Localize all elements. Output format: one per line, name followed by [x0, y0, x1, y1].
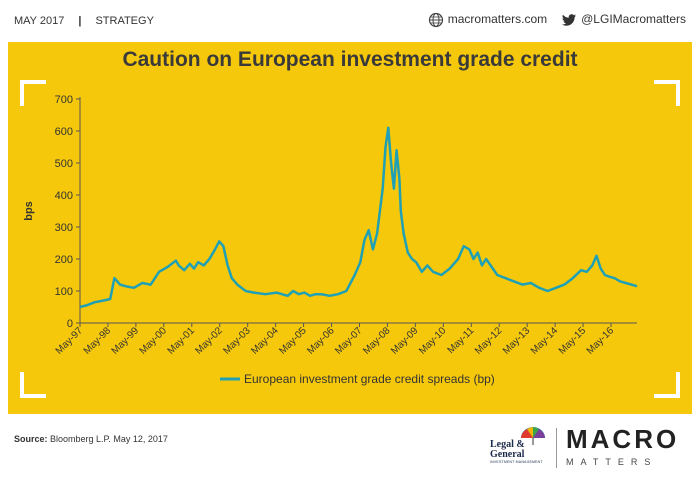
source-note: Source: Bloomberg L.P. May 12, 2017	[14, 434, 168, 444]
series-line	[79, 126, 638, 309]
x-tick-label: May-09	[389, 325, 421, 357]
x-tick-label: May-98	[82, 325, 114, 357]
header-left: MAY 2017 | STRATEGY	[14, 15, 154, 27]
header-right: macromatters.com @LGIMacromatters	[428, 12, 686, 28]
y-tick-label: 0	[67, 318, 73, 330]
logo-divider	[556, 428, 557, 468]
legal-general-logo: Legal & General INVESTMENT MANAGEMENT	[490, 426, 550, 474]
frame-corner-bottom-right	[654, 372, 680, 398]
x-tick-label: May-07	[333, 325, 365, 357]
x-tick-label: May-02	[193, 325, 225, 357]
header-separator: |	[78, 15, 82, 27]
x-tick-label: May-05	[277, 325, 309, 357]
lg-line-1: Legal &	[490, 439, 525, 450]
source-text: Bloomberg L.P. May 12, 2017	[50, 434, 168, 444]
x-tick-label: May-16	[585, 325, 617, 357]
report-date: MAY 2017	[14, 15, 65, 27]
x-tick-label: May-13	[501, 325, 533, 357]
x-tick-label: May-03	[221, 325, 253, 357]
twitter-handle: @LGIMacromatters	[581, 12, 686, 27]
y-tick-label: 700	[55, 94, 73, 106]
y-axis-label: bps	[23, 201, 35, 221]
y-tick-label: 200	[55, 254, 73, 266]
x-tick-label: May-06	[305, 325, 337, 357]
x-tick-label: May-15	[557, 325, 589, 357]
twitter-link[interactable]: @LGIMacromatters	[561, 12, 686, 28]
lg-line-2: General	[490, 449, 525, 460]
x-tick-label: May-12	[473, 325, 505, 357]
top-bar: MAY 2017 | STRATEGY macromatters.com @LG…	[0, 0, 700, 42]
globe-icon	[428, 12, 443, 28]
x-tick-label: May-11	[446, 325, 477, 356]
macro-word: MACRO	[566, 424, 680, 454]
frame-corner-top-right	[654, 80, 680, 106]
footer: Source: Bloomberg L.P. May 12, 2017 Lega…	[0, 414, 700, 484]
x-tick-label: May-01	[166, 325, 198, 357]
umbrella-icon	[521, 427, 545, 445]
report-section: STRATEGY	[95, 15, 154, 27]
x-tick-label: May-99	[110, 325, 142, 357]
legend-label: European investment grade credit spreads…	[244, 372, 495, 386]
y-tick-label: 500	[55, 158, 73, 170]
macro-matters-logo: MACRO MATTERS	[566, 424, 686, 474]
x-tick-label: May-14	[529, 325, 561, 357]
website-link[interactable]: macromatters.com	[428, 12, 547, 28]
frame-corner-bottom-left	[20, 372, 46, 398]
y-tick-label: 400	[55, 190, 73, 202]
matters-word: MATTERS	[566, 457, 658, 467]
x-tick-label: May-04	[249, 325, 281, 357]
x-tick-label: May-00	[138, 325, 170, 357]
frame-corner-top-left	[20, 80, 46, 106]
bird-icon	[562, 14, 577, 26]
y-tick-label: 300	[55, 222, 73, 234]
lg-subtitle: INVESTMENT MANAGEMENT	[490, 460, 543, 464]
chart-title: Caution on European investment grade cre…	[122, 48, 578, 71]
spread-chart: 0100200300400500600700bpsMay-97May-98May…	[23, 94, 638, 386]
x-tick-label: May-10	[417, 325, 449, 357]
source-label: Source:	[14, 434, 48, 444]
website-text: macromatters.com	[447, 12, 548, 27]
y-tick-label: 100	[55, 286, 73, 298]
chart-panel: Caution on European investment grade cre…	[8, 42, 692, 414]
x-tick-label: May-08	[361, 325, 393, 357]
y-tick-label: 600	[55, 126, 73, 138]
